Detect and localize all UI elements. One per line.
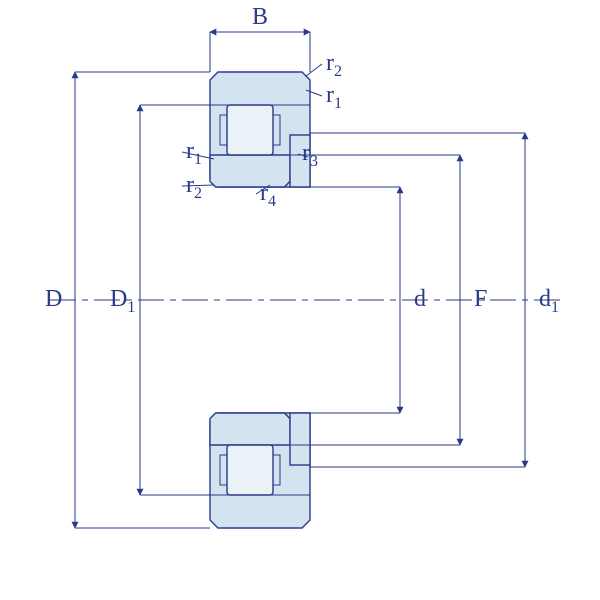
dim-label-d: d (414, 286, 426, 312)
dim-label-B: B (252, 4, 268, 30)
dim-label-r1: r1 (326, 82, 342, 112)
dim-label-r2: r2 (326, 50, 342, 80)
dim-label-D: D (45, 286, 62, 312)
dim-label-r2: r2 (186, 172, 202, 202)
dim-label-d1: d1 (539, 286, 559, 316)
bearing-cross-section-diagram: BDD1dFd1r2r1r1r2r3r4 (0, 0, 600, 600)
dim-label-D1: D1 (110, 286, 135, 316)
dim-label-F: F (474, 286, 487, 312)
dim-label-r1: r1 (186, 138, 202, 168)
